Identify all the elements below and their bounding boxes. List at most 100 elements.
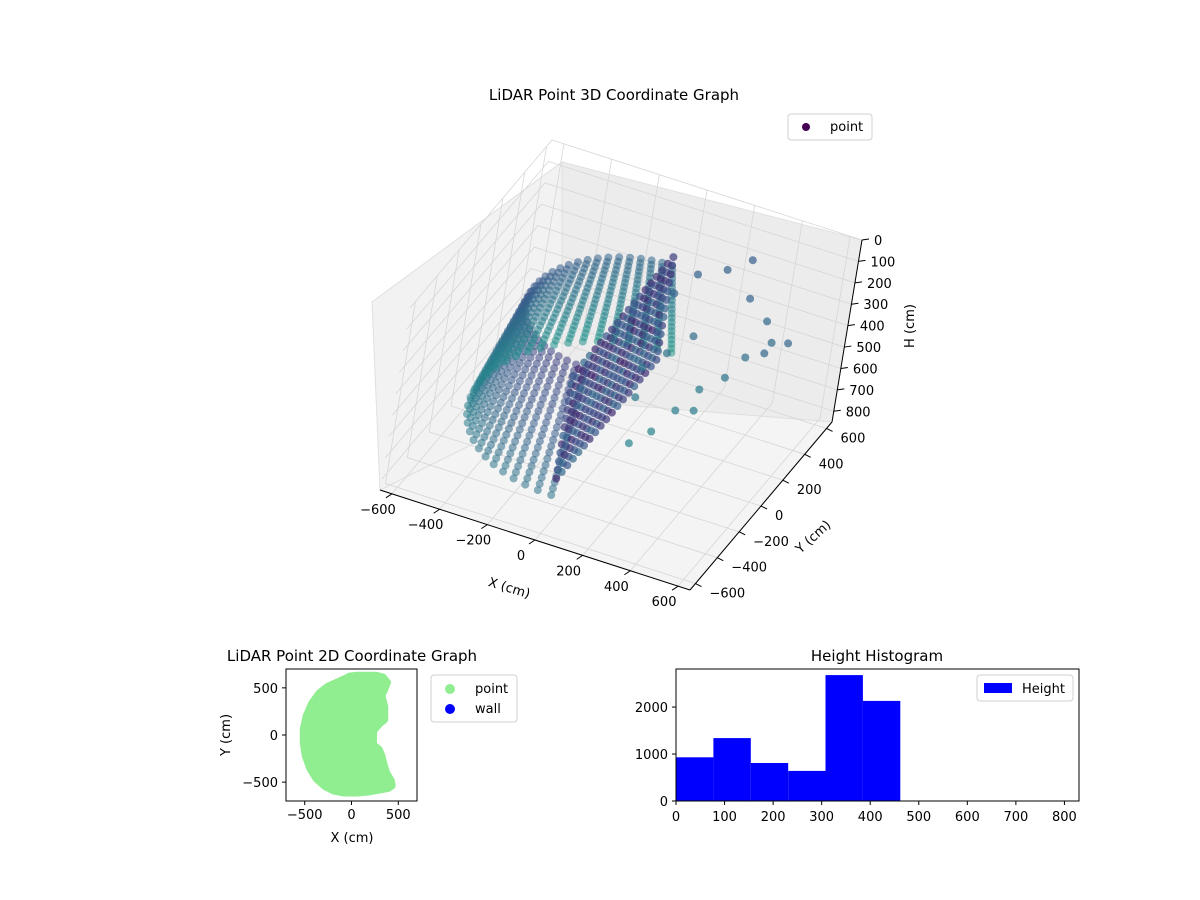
h-tick-label: 100	[870, 255, 895, 270]
chart-2d: LiDAR Point 2D Coordinate Graph −500 0 500…	[219, 647, 517, 846]
histogram-x-tick-label: 600	[955, 810, 980, 825]
h-tick-label: 800	[846, 405, 871, 420]
h-tick-label: 400	[860, 320, 885, 335]
point-3d	[663, 349, 671, 357]
histogram-x-tick-label: 300	[809, 810, 834, 825]
h-tick-mark	[851, 303, 858, 304]
point-3d	[749, 256, 757, 264]
legend-3d-point-label: point	[830, 120, 863, 135]
x-tick-mark	[672, 586, 678, 590]
histogram-chart: Height Histogram 0 100 200 300 400 500 600 700 8…	[635, 647, 1079, 825]
point-3d	[558, 468, 566, 476]
point-3d	[657, 330, 665, 338]
point-3d	[668, 262, 676, 270]
h-tick-label: 300	[863, 298, 888, 313]
point-3d	[482, 453, 490, 461]
h-tick-label: 700	[849, 384, 874, 399]
histogram-x-tick-label: 400	[858, 810, 883, 825]
point-3d	[665, 279, 673, 287]
histogram-x-tick-label: 100	[712, 810, 737, 825]
x-axis-label: X (cm)	[486, 575, 532, 602]
chart-3d-title: LiDAR Point 3D Coordinate Graph	[489, 86, 739, 104]
y-tick-label: 200	[797, 483, 822, 498]
legend-2d-point-marker	[445, 684, 455, 694]
h-tick-mark	[855, 282, 862, 283]
legend-3d: point	[788, 114, 872, 140]
y-tick-label: 400	[819, 457, 844, 472]
point-3d	[661, 305, 669, 313]
histogram-x-tick-label: 200	[761, 810, 786, 825]
point-3d	[501, 358, 509, 366]
point-3d	[467, 393, 475, 401]
chart-2d-title: LiDAR Point 2D Coordinate Graph	[227, 647, 477, 665]
chart-2d-x-tick-label: 0	[347, 808, 355, 823]
y-tick-mark	[827, 428, 833, 431]
point-3d	[760, 349, 768, 357]
point-3d	[763, 317, 771, 325]
point-3d	[654, 347, 662, 355]
x-tick-label: 400	[604, 580, 629, 595]
point-3d	[655, 339, 663, 347]
point-3d	[483, 370, 491, 378]
point-3d	[466, 427, 474, 435]
histogram-bar	[826, 675, 863, 801]
point-3d	[647, 362, 655, 370]
point-3d	[547, 491, 555, 499]
point-3d	[510, 474, 518, 482]
histogram-legend-label: Height	[1022, 682, 1065, 697]
point-3d	[552, 475, 560, 483]
y-tick-label: −400	[731, 561, 767, 576]
x-tick-mark	[577, 555, 583, 559]
point-3d	[534, 486, 542, 494]
legend-2d-wall-label: wall	[475, 702, 501, 717]
point-3d	[591, 428, 599, 436]
y-tick-label: −200	[753, 535, 789, 550]
point-3d	[512, 352, 520, 360]
point-3d	[647, 428, 655, 436]
point-3d	[741, 354, 749, 362]
h-tick-label: 500	[856, 341, 881, 356]
h-tick-mark	[848, 325, 855, 326]
point-3d	[471, 385, 479, 393]
histogram-y-tick-label: 2000	[635, 701, 668, 716]
h-tick-mark	[858, 260, 865, 261]
point-3d	[597, 422, 605, 430]
point-3d	[625, 389, 633, 397]
legend-3d-point-marker	[802, 123, 810, 131]
y-tick-mark	[761, 506, 767, 509]
x-tick-mark	[386, 494, 392, 498]
point-3d	[630, 382, 638, 390]
point-3d	[660, 313, 668, 321]
h-axis-label: H (cm)	[903, 304, 918, 348]
h-tick-mark	[837, 389, 844, 390]
chart-2d-x-tick-label: 500	[386, 808, 411, 823]
point-3d	[690, 407, 698, 415]
x-tick-label: −400	[408, 518, 444, 533]
point-3d	[464, 402, 472, 410]
h-tick-mark	[844, 346, 851, 347]
x-tick-label: 600	[652, 595, 677, 610]
chart-2d-y-tick-label: 0	[270, 729, 278, 744]
histogram-legend-swatch	[984, 683, 1012, 693]
y-tick-label: 600	[841, 431, 866, 446]
point-3d	[574, 448, 582, 456]
point-3d	[569, 455, 577, 463]
histogram-legend: Height	[977, 675, 1073, 701]
point-3d	[564, 339, 572, 347]
y-tick-mark	[695, 584, 701, 587]
point-3d	[579, 338, 587, 346]
point-3d	[524, 348, 532, 356]
histogram-title: Height Histogram	[811, 647, 943, 665]
x-tick-mark	[434, 509, 440, 513]
point-3d	[608, 409, 616, 417]
point-3d	[784, 339, 792, 347]
point-3d	[652, 356, 660, 364]
h-tick-label: 200	[867, 277, 892, 292]
h-tick-label: 0	[874, 234, 882, 249]
h-tick-mark	[841, 367, 848, 368]
histogram-x-tick-label: 0	[672, 810, 680, 825]
point-3d	[470, 436, 478, 444]
y-tick-label: −600	[709, 587, 745, 602]
point-3d	[671, 407, 679, 415]
